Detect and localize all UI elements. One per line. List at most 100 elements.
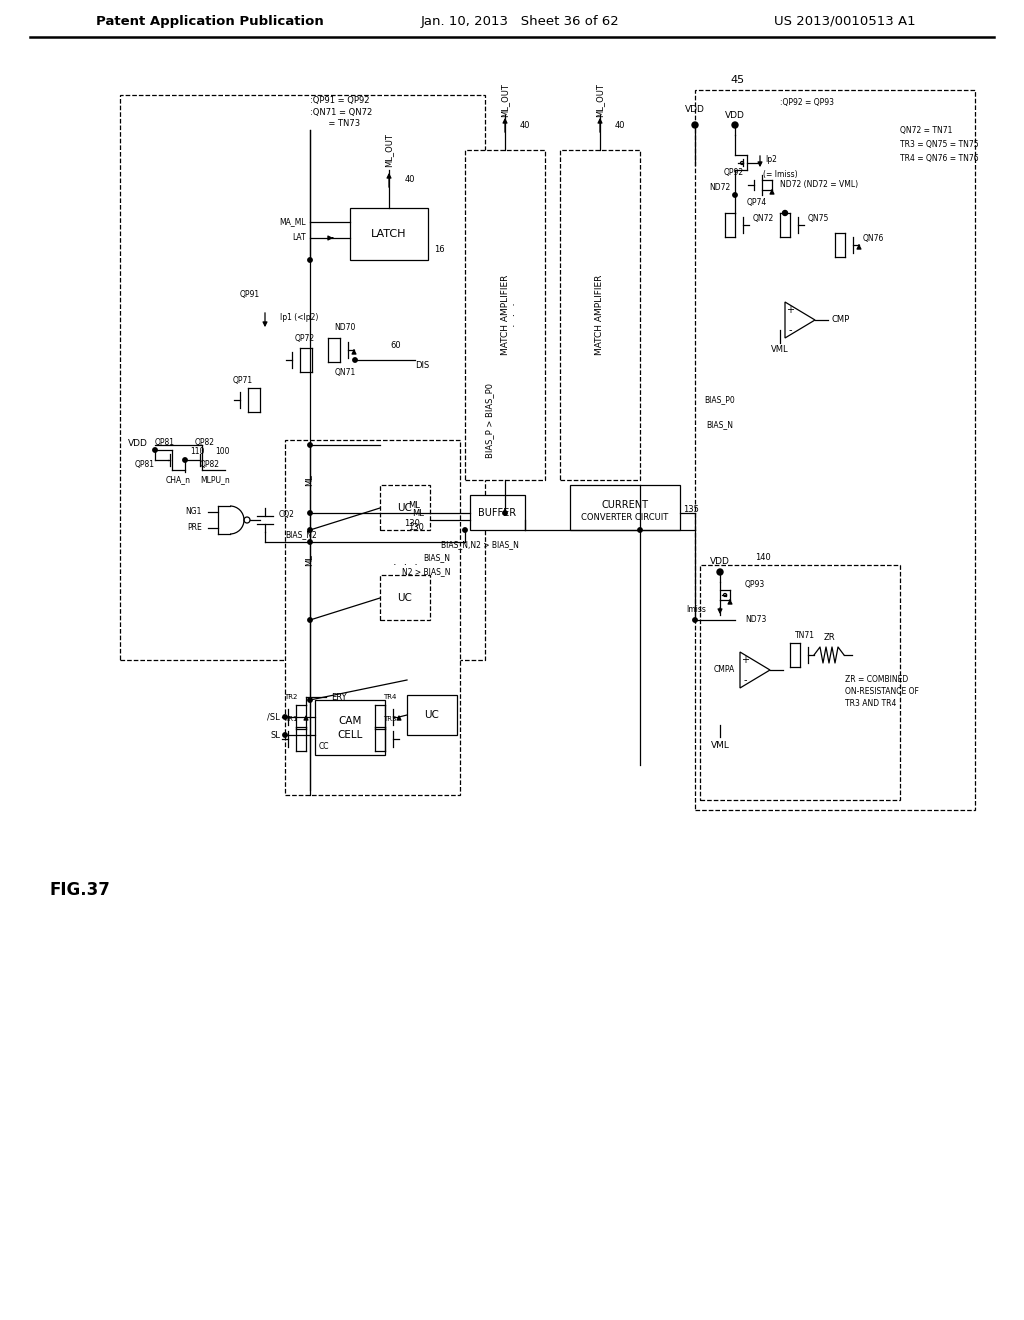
Text: CELL: CELL [337,730,362,741]
Text: SL: SL [270,730,280,739]
Text: :QN71 = QN72: :QN71 = QN72 [310,107,373,116]
Text: QP71: QP71 [232,375,253,384]
Circle shape [717,569,723,576]
Bar [560,150,640,480]
Text: CONVERTER CIRCUIT: CONVERTER CIRCUIT [582,512,669,521]
Circle shape [308,698,312,702]
Bar [465,150,545,480]
Text: /SL: /SL [267,713,280,722]
Text: MA_ML: MA_ML [280,218,306,227]
Text: QP93: QP93 [745,581,765,590]
Bar [120,95,485,660]
Text: Ip1 (<Ip2): Ip1 (<Ip2) [280,313,318,322]
Text: TN71: TN71 [795,631,815,639]
Text: ND70: ND70 [334,323,355,333]
Text: Ip2: Ip2 [765,156,777,165]
Text: 140: 140 [755,553,771,561]
Text: N2 > BIAS_N: N2 > BIAS_N [401,568,450,577]
Circle shape [308,540,312,544]
Text: BIAS_N: BIAS_N [423,553,450,562]
Text: ND72: ND72 [709,182,730,191]
Text: FIG.37: FIG.37 [49,880,111,899]
Circle shape [353,358,357,362]
Circle shape [183,458,187,462]
Text: US 2013/0010513 A1: US 2013/0010513 A1 [774,15,915,28]
Text: BIAS_P > BIAS_P0: BIAS_P > BIAS_P0 [485,383,495,458]
Text: ·  ·  ·: · · · [392,560,418,570]
Text: BIAS_N: BIAS_N [707,421,733,429]
Text: CQ2: CQ2 [279,510,295,519]
Text: BIAS_P0: BIAS_P0 [705,396,735,404]
Text: UC: UC [425,710,439,719]
Text: VDD: VDD [128,438,148,447]
Text: ML: ML [409,500,420,510]
Circle shape [463,528,467,532]
Text: LAT: LAT [293,234,306,243]
Text: UC: UC [397,503,413,513]
Text: UC: UC [397,593,413,603]
Text: 135: 135 [683,506,698,515]
Text: 110: 110 [190,447,205,457]
Text: = TN73: = TN73 [310,120,360,128]
Text: PRE: PRE [187,524,202,532]
Text: ZR: ZR [823,632,835,642]
Text: ML: ML [305,554,314,566]
Text: Imiss: Imiss [686,606,706,615]
Text: ZR = COMBINED: ZR = COMBINED [845,676,908,685]
Bar [695,90,975,810]
Circle shape [782,210,787,215]
Circle shape [308,257,312,263]
Circle shape [283,733,287,737]
Text: QN76: QN76 [863,235,885,243]
Text: VML: VML [771,346,788,355]
Text: QN72: QN72 [753,214,774,223]
Circle shape [308,540,312,544]
Text: CHA_n: CHA_n [166,475,190,484]
Text: CAM: CAM [338,715,361,726]
Text: ·  ·  ·: · · · [510,302,520,327]
Text: DIS: DIS [415,360,429,370]
Text: QP82: QP82 [195,437,215,446]
Text: ML: ML [305,474,314,486]
Bar [285,440,460,795]
Text: ON-RESISTANCE OF: ON-RESISTANCE OF [845,688,919,697]
Text: CMPA: CMPA [714,665,735,675]
Circle shape [503,511,507,515]
Bar [700,565,900,800]
Text: VML: VML [711,741,729,750]
Text: 45: 45 [730,75,744,84]
Circle shape [308,528,312,532]
Bar [407,696,457,735]
Text: 40: 40 [615,120,626,129]
Text: Patent Application Publication: Patent Application Publication [96,15,324,28]
Bar [380,484,430,531]
Bar [570,484,680,531]
Text: TR1: TR1 [285,715,298,722]
Text: ERY: ERY [331,693,347,701]
Text: CC: CC [319,742,330,751]
Text: BIAS_N,N2 > BIAS_N: BIAS_N,N2 > BIAS_N [441,540,519,549]
Text: 100: 100 [215,447,229,457]
Text: QN71: QN71 [335,367,355,376]
Text: QP72: QP72 [295,334,315,342]
Bar [470,495,525,531]
Text: CURRENT: CURRENT [601,500,648,510]
Circle shape [733,193,737,197]
Circle shape [638,528,642,532]
Text: TR4 = QN76 = TN76: TR4 = QN76 = TN76 [900,153,979,162]
Circle shape [732,121,738,128]
Text: QN72 = TN71: QN72 = TN71 [900,125,952,135]
Text: ND72 (ND72 = VML): ND72 (ND72 = VML) [780,181,858,190]
Circle shape [153,447,158,453]
Text: MLPU_n: MLPU_n [200,475,229,484]
Text: MATCH AMPLIFIER: MATCH AMPLIFIER [596,275,604,355]
Circle shape [308,618,312,622]
Text: ND73: ND73 [745,615,766,624]
Text: QP81: QP81 [135,461,155,470]
Text: :QP91 = QP92: :QP91 = QP92 [310,95,370,104]
Text: QN75: QN75 [808,214,829,223]
Text: QP74: QP74 [746,198,767,206]
Text: 130: 130 [409,523,424,532]
Text: 60: 60 [390,341,400,350]
Text: +: + [741,655,749,665]
